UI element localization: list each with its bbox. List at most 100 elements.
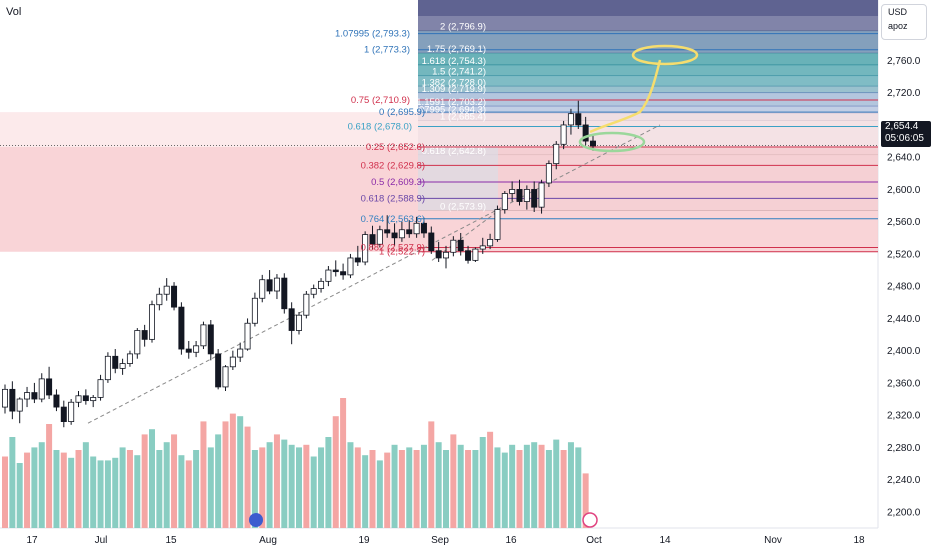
- volume-bar: [2, 456, 8, 528]
- volume-bar: [479, 437, 486, 528]
- volume-bar: [46, 424, 53, 528]
- candle: [2, 384, 8, 414]
- volume-bar: [82, 442, 89, 528]
- fib-extension-label: 0 (2,573.9): [440, 201, 486, 212]
- candle: [207, 320, 214, 361]
- fib-extension-label: 1.75 (2,769.1): [427, 44, 486, 55]
- volume-bar: [450, 434, 457, 528]
- fib-retracement-label: 1 (2,773.3): [364, 45, 410, 56]
- candle-body: [538, 182, 545, 208]
- candle-body: [156, 293, 163, 306]
- candle: [148, 300, 155, 343]
- candle: [398, 221, 405, 242]
- volume-bar: [112, 457, 119, 528]
- candle: [68, 399, 75, 425]
- volume-bar: [354, 447, 361, 528]
- candle-body: [310, 288, 317, 295]
- y-tick-label: 2,400.0: [887, 346, 921, 357]
- candle-body: [465, 250, 472, 261]
- volume-bar: [222, 421, 229, 528]
- volume-indicator-label[interactable]: Vol: [6, 6, 22, 18]
- candle-body: [60, 406, 67, 422]
- candle: [516, 179, 523, 206]
- candle: [75, 390, 82, 408]
- candle-body: [516, 189, 523, 202]
- volume-bar: [9, 437, 16, 528]
- candle-body: [347, 257, 354, 276]
- y-tick-label: 2,240.0: [887, 475, 921, 486]
- candle-body: [531, 189, 538, 208]
- candle-body: [251, 297, 258, 324]
- y-tick-label: 2,360.0: [887, 378, 921, 389]
- fib-extension-label: 1.1591 (2,703.2): [416, 97, 486, 108]
- volume-bar: [340, 398, 347, 528]
- candle: [420, 217, 427, 238]
- candle-body: [68, 401, 75, 422]
- y-tick-label: 2,600.0: [887, 185, 921, 196]
- candle-body: [494, 209, 501, 240]
- fib-retracement-label: 0.75 (2,710.9): [351, 95, 410, 106]
- candle: [494, 205, 501, 242]
- candle: [266, 270, 273, 295]
- candle-body: [53, 394, 60, 408]
- candle-body: [553, 143, 560, 165]
- fib-retracement-label: 0.382 (2,629.8): [361, 160, 425, 171]
- fib-extension-label: 1.309 (2,719.9): [422, 84, 486, 95]
- volume-bar: [457, 444, 464, 528]
- candle-body: [148, 304, 155, 340]
- candle: [104, 352, 111, 383]
- candle: [178, 302, 185, 355]
- candle-body: [391, 232, 398, 239]
- candle: [531, 181, 538, 213]
- volume-bar: [141, 434, 148, 528]
- candle-body: [90, 397, 97, 402]
- candle: [215, 349, 222, 390]
- fib-extension-label: 1.07995 (2,694.3): [411, 104, 486, 115]
- candle: [523, 185, 530, 210]
- candle-body: [104, 355, 111, 381]
- volume-bar: [97, 460, 104, 528]
- candle: [126, 350, 133, 367]
- candle-body: [435, 250, 442, 259]
- candle: [384, 215, 391, 238]
- volume-bar: [545, 450, 552, 528]
- candle-body: [545, 163, 552, 184]
- candle: [171, 282, 178, 311]
- candle-body: [479, 245, 486, 250]
- candle-body: [590, 140, 597, 147]
- candle-body: [112, 355, 119, 369]
- candle-body: [31, 392, 38, 400]
- candle: [457, 232, 464, 256]
- volume-bar: [53, 450, 60, 528]
- volume-bar: [406, 447, 413, 528]
- volume-bar: [567, 442, 574, 528]
- candle: [156, 287, 163, 311]
- volume-bar: [90, 456, 97, 528]
- volume-bar: [185, 460, 192, 528]
- candle-body: [509, 189, 516, 194]
- candle: [509, 181, 516, 202]
- candle-body: [38, 378, 45, 400]
- fib-extension-label: 1 (2,685.4): [440, 112, 486, 123]
- volume-bar: [178, 455, 185, 528]
- currency-selector[interactable]: USD apoz: [881, 4, 927, 40]
- candle: [428, 226, 435, 254]
- candle: [16, 397, 23, 424]
- candle: [582, 116, 589, 146]
- candle-body: [82, 395, 89, 402]
- candle: [362, 231, 369, 266]
- volume-bar: [443, 450, 449, 528]
- volume-bar: [60, 452, 67, 528]
- support-annotation-circle: [578, 131, 646, 153]
- candle-body: [420, 222, 427, 234]
- fib-retracement-zone-upper: [0, 112, 878, 148]
- candle-body: [281, 277, 288, 310]
- candle: [24, 386, 31, 408]
- volume-bar: [391, 444, 398, 528]
- candle-body: [406, 229, 413, 235]
- fib-retracement-label: 0.25 (2,652.6): [366, 142, 425, 153]
- candle-body: [575, 113, 582, 126]
- volume-bar: [325, 437, 332, 528]
